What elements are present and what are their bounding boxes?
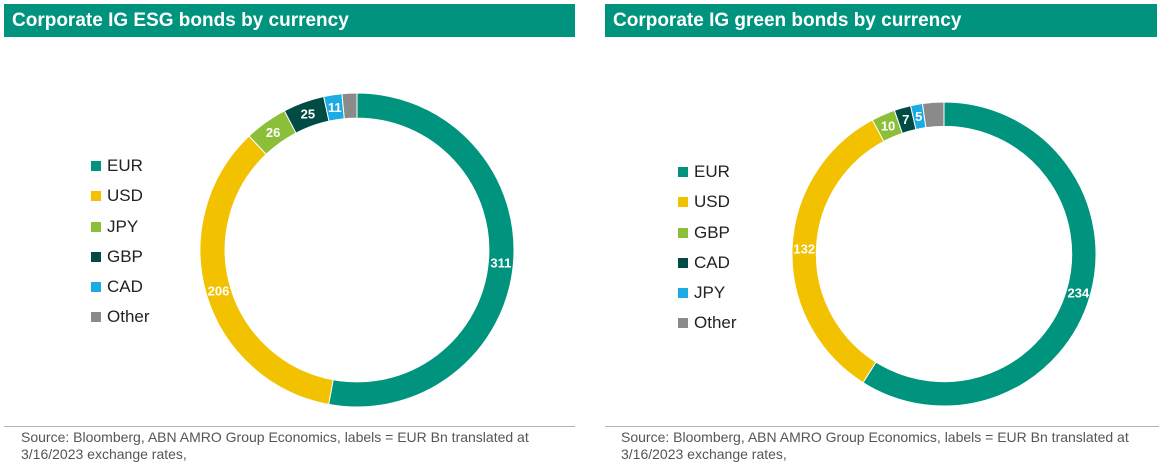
legend-swatch [91,282,101,293]
legend-swatch [91,191,101,202]
data-label-cad: 11 [328,100,342,115]
data-label-gbp: 25 [301,107,315,122]
donut-slice-other [921,101,945,129]
donut-slice-usd [199,135,334,405]
donut-slice-eur [862,101,1097,407]
legend-item: USD [91,181,150,211]
legend-label: CAD [694,252,730,272]
source-note: Source: Bloomberg, ABN AMRO Group Econom… [21,429,529,462]
legend-label: CAD [107,277,143,297]
legend-item: Other [678,308,737,338]
legend-swatch [678,167,688,177]
legend-label: JPY [694,283,726,303]
data-label-eur: 234 [1068,285,1090,300]
chart-legend: EUR USD JPY GBP CAD Other [91,151,150,333]
legend-label: GBP [694,222,730,242]
legend-swatch [91,251,101,262]
legend-label: JPY [107,216,139,236]
esg-chart-panel: Corporate IG ESG bonds by currency 311 20… [0,0,580,472]
legend-label: Other [107,307,150,327]
data-label-jpy: 5 [915,109,922,124]
legend-swatch [678,227,688,238]
data-label-eur: 311 [490,256,511,271]
legend-swatch [678,257,688,268]
legend-item: JPY [91,212,150,242]
legend-item: Other [91,302,150,332]
chart-title: Corporate IG ESG bonds by currency [4,4,575,37]
legend-swatch [678,318,688,329]
legend-swatch [91,221,101,232]
data-label-jpy: 26 [266,125,280,140]
donut-slice-eur [328,92,515,408]
green-donut-chart: 234 132 10 7 5 [791,101,1097,407]
legend-swatch [678,288,688,299]
source-divider [605,426,1159,427]
legend-label: USD [694,192,730,212]
esg-donut-chart: 311 206 26 25 11 [199,92,515,408]
donut-slice-other [341,92,358,120]
legend-label: EUR [694,162,730,181]
legend-item: JPY [678,278,737,308]
legend-label: GBP [107,246,143,266]
legend-item: EUR [678,157,737,187]
legend-item: USD [678,187,737,217]
source-divider [4,426,575,427]
data-label-usd: 132 [793,242,815,257]
legend-swatch [91,161,101,171]
chart-legend: EUR USD GBP CAD JPY Other [678,157,737,339]
legend-label: EUR [107,156,143,175]
legend-item: EUR [91,151,150,181]
chart-title: Corporate IG green bonds by currency [605,4,1157,37]
legend-label: USD [107,186,143,206]
legend-swatch [91,312,101,323]
data-label-usd: 206 [208,284,230,299]
legend-item: CAD [678,248,737,278]
legend-item: GBP [678,218,737,248]
legend-swatch [678,197,688,208]
data-label-gbp: 10 [881,118,895,133]
source-note: Source: Bloomberg, ABN AMRO Group Econom… [621,429,1129,462]
green-chart-panel: Corporate IG green bonds by currency 234… [603,0,1162,472]
legend-label: Other [694,313,737,333]
legend-item: CAD [91,272,150,302]
data-label-cad: 7 [902,112,909,127]
legend-item: GBP [91,242,150,272]
